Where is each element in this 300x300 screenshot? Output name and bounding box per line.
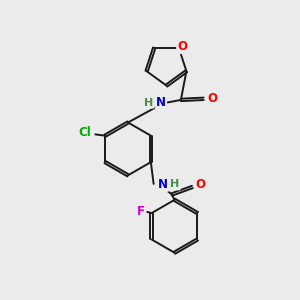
Text: N: N: [156, 96, 166, 109]
Text: Cl: Cl: [78, 126, 91, 139]
Text: H: H: [144, 98, 154, 108]
Text: O: O: [207, 92, 218, 105]
Text: O: O: [195, 178, 205, 191]
Text: N: N: [158, 178, 168, 191]
Text: F: F: [136, 206, 145, 218]
Text: H: H: [170, 179, 180, 190]
Text: O: O: [177, 40, 187, 53]
